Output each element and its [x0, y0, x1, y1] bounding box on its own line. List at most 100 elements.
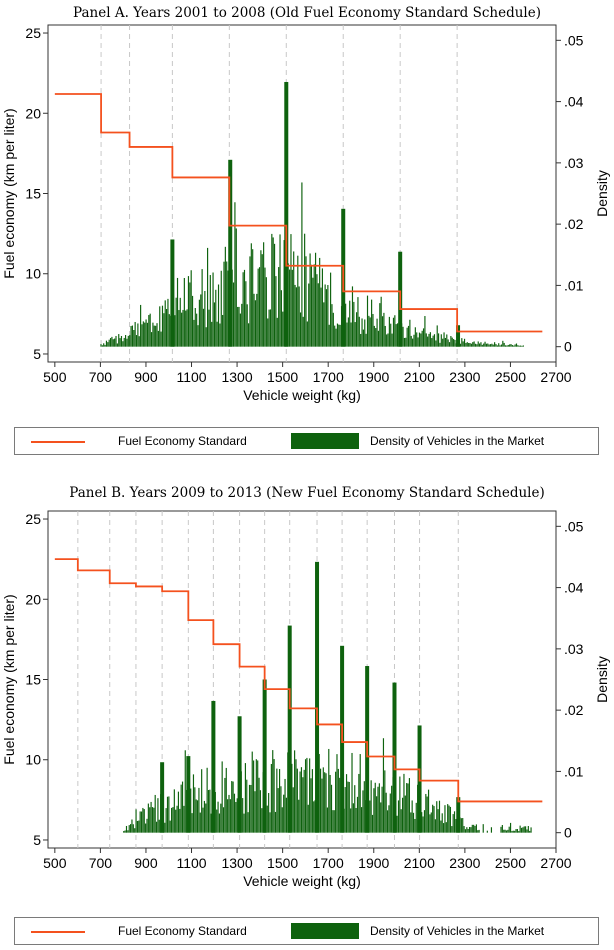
- density-bar: [130, 824, 132, 833]
- density-bar: [465, 342, 467, 347]
- density-bar: [316, 274, 318, 347]
- density-bar: [220, 803, 222, 833]
- density-bar: [347, 781, 349, 833]
- density-bar: [211, 321, 213, 347]
- density-bar: [498, 343, 500, 347]
- density-bar: [196, 800, 199, 833]
- density-bar: [500, 826, 502, 833]
- density-bar: [197, 325, 199, 347]
- density-bar: [157, 330, 159, 347]
- density-bar: [191, 813, 193, 833]
- density-bar: [334, 325, 336, 347]
- density-bar: [305, 256, 307, 347]
- density-bar: [153, 807, 155, 833]
- density-bar: [443, 823, 445, 833]
- density-bar: [225, 767, 227, 833]
- x-tick-label: 1700: [313, 369, 344, 385]
- density-bar: [452, 814, 454, 833]
- y2-tick-label: .01: [564, 277, 584, 293]
- density-bar: [361, 807, 363, 833]
- density-bar: [273, 243, 276, 347]
- panel-b-chart: 5 10 15 20 25 0 .01 .02 .03 .04 .05 500 700 900 1100 13…: [1, 510, 610, 889]
- density-bar: [221, 761, 223, 833]
- density-bar: [271, 233, 273, 347]
- density-bar: [199, 812, 201, 833]
- density-bar: [265, 277, 267, 347]
- density-bar: [328, 324, 330, 347]
- density-bar: [313, 801, 315, 833]
- density-bar: [437, 333, 440, 347]
- density-bar: [421, 330, 423, 347]
- density-bar: [254, 300, 257, 347]
- density-bar: [338, 324, 340, 347]
- density-bar: [264, 267, 266, 347]
- density-bar: [327, 285, 329, 347]
- legend-standard-swatch: [31, 931, 85, 933]
- density-bar: [301, 182, 303, 347]
- y2-tick-label: .02: [564, 216, 584, 232]
- density-bar: [512, 830, 514, 833]
- density-bar: [413, 334, 415, 347]
- density-bar: [209, 789, 211, 833]
- density-bar: [495, 344, 497, 347]
- density-bar: [521, 345, 523, 347]
- density-bar: [515, 829, 517, 833]
- density-bar: [421, 812, 423, 833]
- density-bar: [466, 342, 468, 347]
- standard-step-line: [54, 558, 543, 803]
- density-bar: [259, 790, 262, 833]
- density-bar: [127, 335, 129, 347]
- density-bar: [285, 797, 287, 833]
- density-bar: [177, 791, 180, 833]
- density-bar: [436, 325, 438, 347]
- density-bar: [217, 284, 220, 347]
- y-tick-label: 20: [25, 591, 41, 607]
- density-bar: [447, 339, 449, 347]
- density-bar: [448, 805, 450, 833]
- density-bar: [250, 784, 252, 833]
- density-bar: [243, 269, 246, 347]
- density-bar: [145, 319, 147, 347]
- density-bar: [246, 304, 248, 347]
- density-bar: [309, 253, 311, 347]
- density-bar: [331, 304, 333, 347]
- density-bar: [278, 769, 281, 833]
- density-bar: [492, 344, 494, 347]
- density-bar: [269, 812, 271, 833]
- density-bar: [222, 314, 224, 347]
- density-bar: [217, 801, 219, 833]
- density-bar: [355, 807, 357, 833]
- density-bar: [333, 810, 335, 833]
- density-bar: [196, 313, 198, 347]
- density-bar: [309, 758, 311, 833]
- density-bar: [147, 803, 149, 833]
- density-bar: [205, 327, 207, 347]
- density-bar: [228, 794, 230, 833]
- density-bar: [422, 328, 425, 347]
- density-bar: [335, 328, 337, 347]
- density-bar: [372, 313, 374, 347]
- x-tick-label: 500: [43, 369, 67, 385]
- density-bar: [179, 808, 181, 833]
- density-bar: [460, 818, 462, 833]
- density-bar: [361, 318, 363, 347]
- density-bar: [395, 324, 397, 347]
- density-bar: [494, 342, 496, 347]
- density-bar: [164, 300, 166, 347]
- x-tick-label: 1900: [358, 369, 389, 385]
- density-bar: [295, 759, 297, 833]
- density-bar: [180, 784, 182, 833]
- density-bar: [473, 824, 475, 833]
- density-bar: [193, 319, 195, 347]
- density-bar: [284, 778, 286, 833]
- density-bar: [295, 287, 298, 347]
- density-bar: [403, 337, 405, 347]
- density-bar: [107, 342, 109, 347]
- density-spike: [262, 679, 267, 833]
- density-bar: [450, 336, 452, 347]
- density-bar: [508, 826, 510, 833]
- y2-tick-label: 0: [564, 339, 572, 355]
- density-bar: [192, 774, 195, 833]
- density-bar: [258, 267, 261, 347]
- density-bar: [181, 312, 183, 347]
